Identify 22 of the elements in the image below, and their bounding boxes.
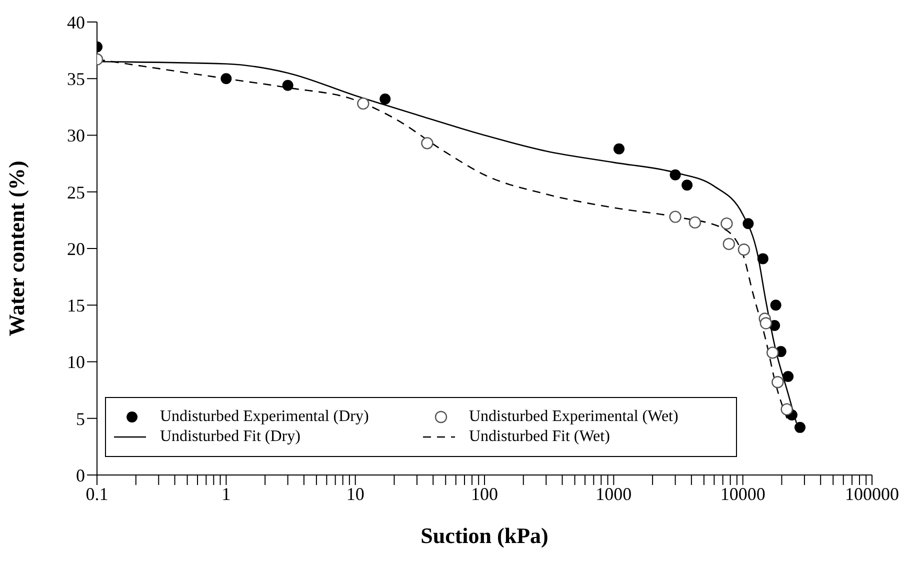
x-tick-label: 10 xyxy=(346,484,364,504)
y-tick-label: 25 xyxy=(67,182,85,202)
y-tick-label: 15 xyxy=(67,296,85,316)
x-tick-label: 0.1 xyxy=(86,484,108,504)
y-tick-label: 30 xyxy=(67,126,85,146)
y-tick-label: 20 xyxy=(67,238,85,259)
legend-label: Undisturbed Experimental (Wet) xyxy=(469,408,678,426)
x-tick-label: 1000 xyxy=(596,484,632,504)
y-tick-label: 10 xyxy=(67,352,85,372)
x-tick-label: 1 xyxy=(222,484,231,504)
y-tick-label: 5 xyxy=(76,408,85,429)
y-tick-label: 0 xyxy=(76,465,85,486)
x-axis-title: Suction (kPa) xyxy=(420,523,548,548)
legend-label: Undisturbed Fit (Dry) xyxy=(160,428,300,446)
x-tick-label: 100 xyxy=(471,484,498,504)
x-tick-label: 100000 xyxy=(845,484,899,504)
y-tick-label: 40 xyxy=(67,12,85,32)
y-axis-title: Water content (%) xyxy=(4,160,29,336)
legend-label: Undisturbed Experimental (Dry) xyxy=(160,408,369,426)
x-tick-label: 10000 xyxy=(720,484,766,504)
legend-label: Undisturbed Fit (Wet) xyxy=(469,428,610,446)
y-tick-label: 35 xyxy=(67,69,85,90)
